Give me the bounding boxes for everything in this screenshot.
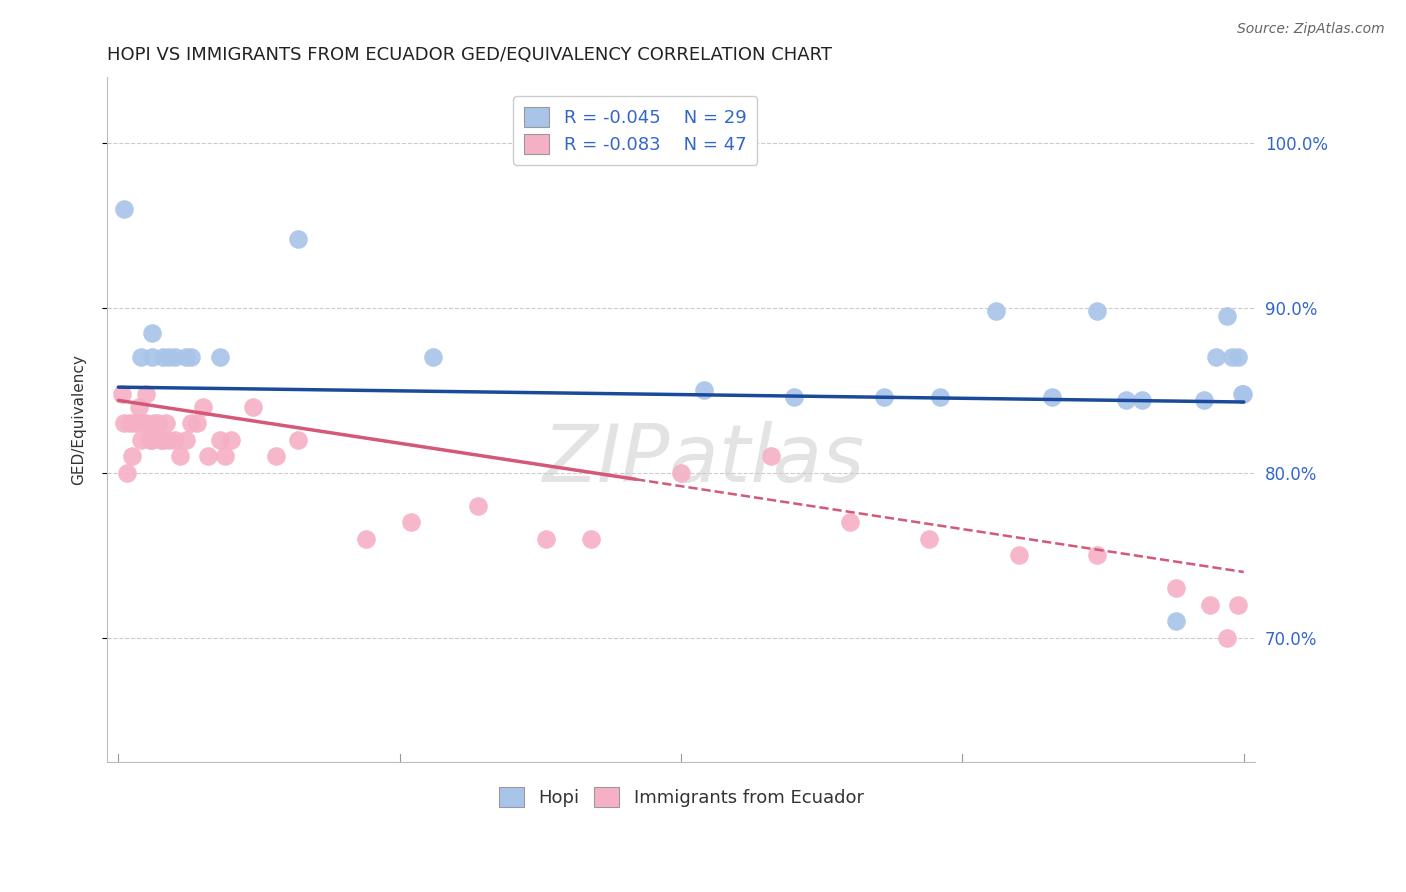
- Text: Source: ZipAtlas.com: Source: ZipAtlas.com: [1237, 22, 1385, 37]
- Text: ZIPatlas: ZIPatlas: [543, 421, 865, 500]
- Point: [214, 450, 236, 464]
- Point: [169, 450, 191, 464]
- Point: [917, 532, 939, 546]
- Point: [692, 384, 714, 398]
- Point: [112, 202, 135, 216]
- Point: [135, 386, 157, 401]
- Point: [197, 450, 219, 464]
- Point: [143, 417, 166, 431]
- Point: [180, 417, 202, 431]
- Point: [129, 433, 152, 447]
- Point: [111, 386, 134, 401]
- Point: [180, 351, 202, 365]
- Y-axis label: GED/Equivalency: GED/Equivalency: [72, 354, 86, 484]
- Point: [669, 466, 692, 480]
- Point: [872, 390, 894, 404]
- Point: [1087, 549, 1109, 563]
- Point: [139, 433, 162, 447]
- Point: [986, 304, 1008, 318]
- Point: [1008, 549, 1031, 563]
- Point: [1230, 386, 1253, 401]
- Point: [1227, 598, 1250, 612]
- Point: [121, 450, 143, 464]
- Point: [208, 351, 231, 365]
- Point: [128, 400, 150, 414]
- Text: HOPI VS IMMIGRANTS FROM ECUADOR GED/EQUIVALENCY CORRELATION CHART: HOPI VS IMMIGRANTS FROM ECUADOR GED/EQUI…: [107, 46, 832, 64]
- Point: [264, 450, 287, 464]
- Point: [1222, 351, 1244, 365]
- Point: [759, 450, 782, 464]
- Point: [1166, 615, 1188, 629]
- Point: [287, 433, 309, 447]
- Point: [399, 516, 422, 530]
- Point: [150, 433, 173, 447]
- Point: [208, 433, 231, 447]
- Point: [186, 417, 208, 431]
- Point: [157, 433, 180, 447]
- Point: [118, 417, 141, 431]
- Point: [174, 433, 197, 447]
- Point: [838, 516, 860, 530]
- Point: [1216, 309, 1239, 323]
- Point: [242, 400, 264, 414]
- Point: [112, 417, 135, 431]
- Point: [124, 417, 146, 431]
- Point: [117, 466, 139, 480]
- Point: [163, 433, 186, 447]
- Point: [467, 499, 489, 513]
- Point: [129, 351, 152, 365]
- Point: [1166, 582, 1188, 596]
- Point: [1232, 386, 1254, 401]
- Point: [141, 433, 163, 447]
- Point: [174, 351, 197, 365]
- Point: [287, 232, 309, 246]
- Point: [354, 532, 377, 546]
- Point: [1199, 598, 1222, 612]
- Point: [191, 400, 214, 414]
- Point: [141, 326, 163, 340]
- Point: [132, 417, 155, 431]
- Point: [152, 433, 174, 447]
- Point: [782, 390, 804, 404]
- Point: [928, 390, 950, 404]
- Legend: Hopi, Immigrants from Ecuador: Hopi, Immigrants from Ecuador: [491, 780, 870, 814]
- Point: [135, 417, 157, 431]
- Point: [1115, 393, 1137, 408]
- Point: [422, 351, 444, 365]
- Point: [219, 433, 242, 447]
- Point: [1132, 393, 1154, 408]
- Point: [1205, 351, 1227, 365]
- Point: [579, 532, 602, 546]
- Point: [157, 351, 180, 365]
- Point: [534, 532, 557, 546]
- Point: [141, 351, 163, 365]
- Point: [1087, 304, 1109, 318]
- Point: [152, 351, 174, 365]
- Point: [155, 417, 177, 431]
- Point: [1042, 390, 1064, 404]
- Point: [1216, 631, 1239, 645]
- Point: [146, 417, 169, 431]
- Point: [1194, 393, 1216, 408]
- Point: [1227, 351, 1250, 365]
- Point: [163, 351, 186, 365]
